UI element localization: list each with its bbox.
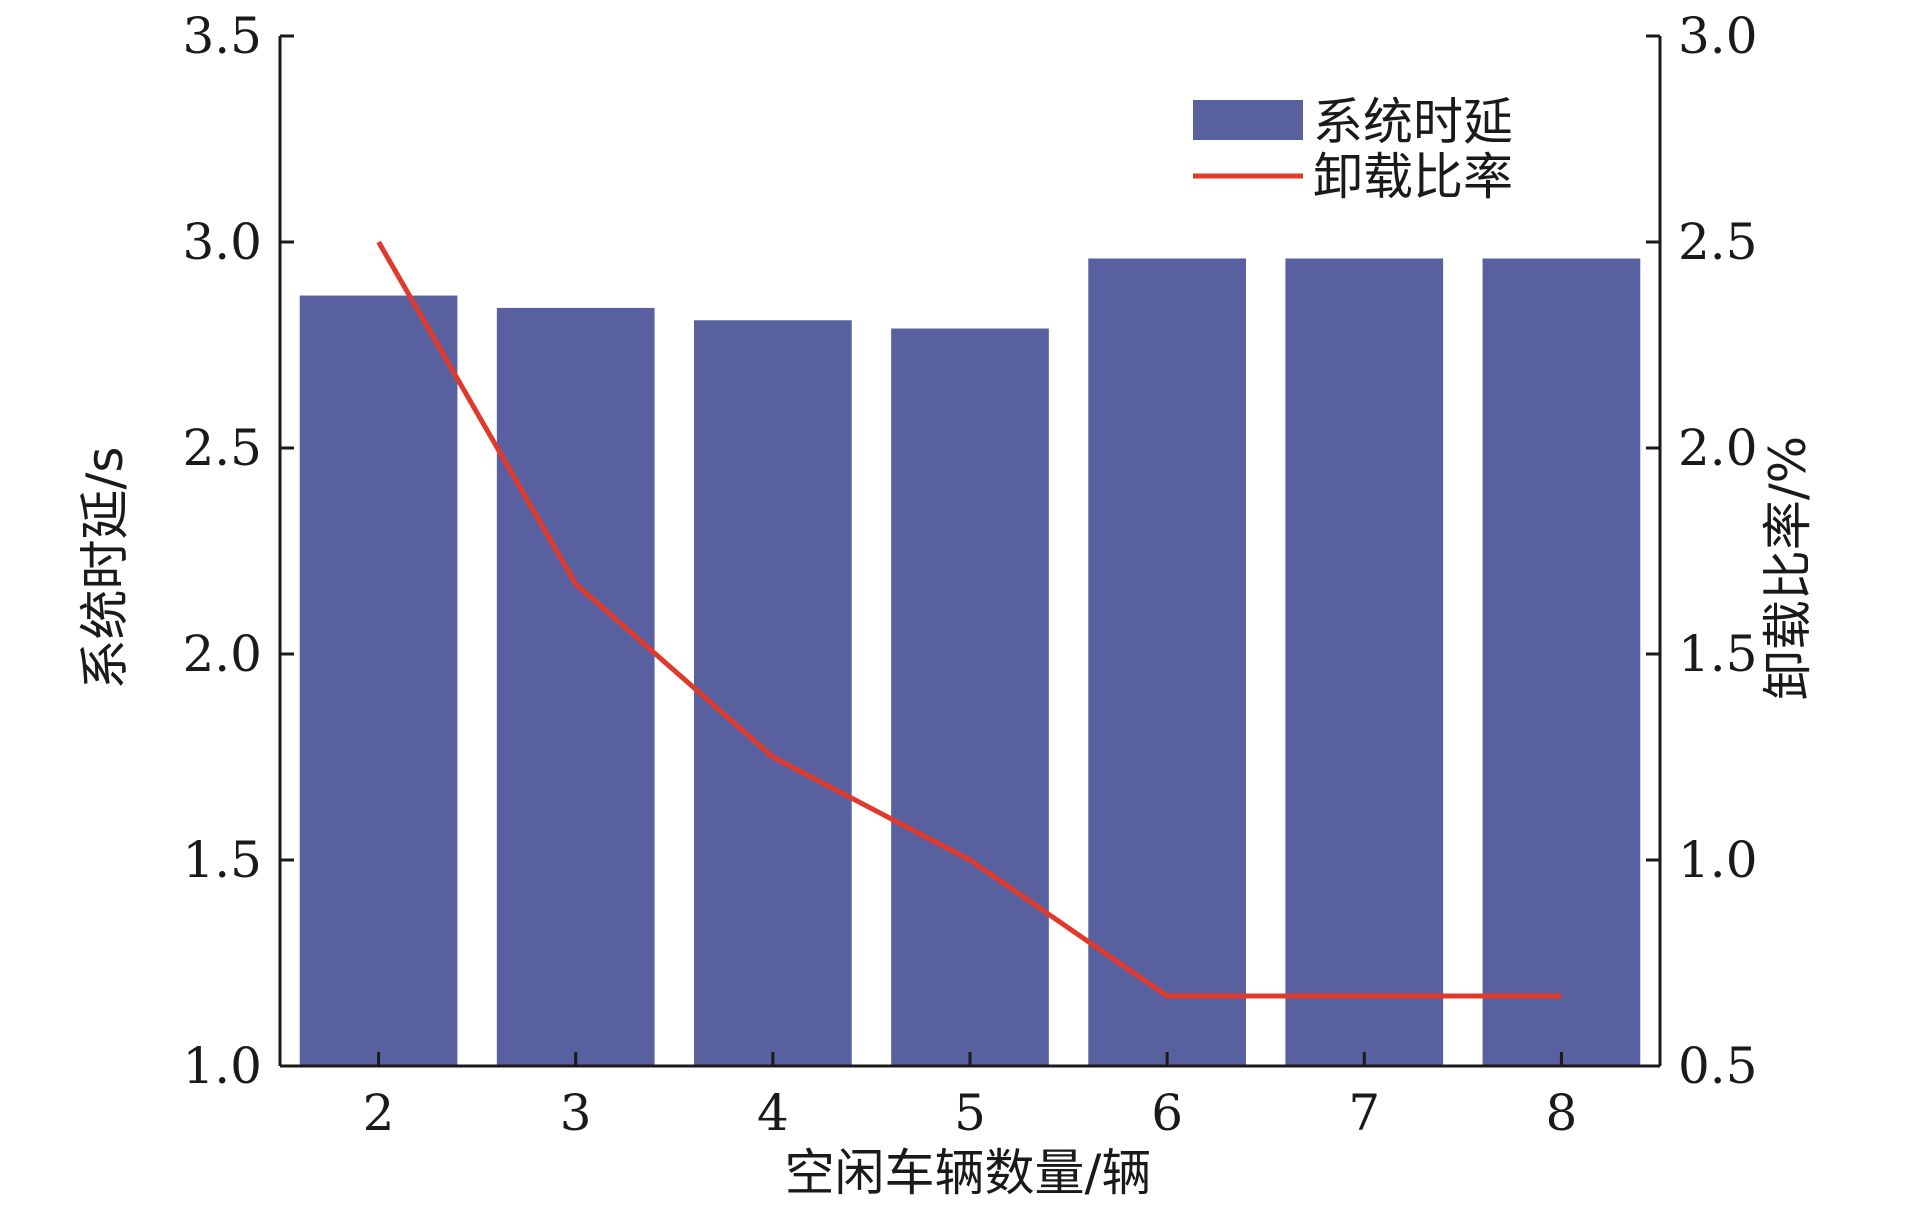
bar-7 xyxy=(1285,258,1444,1067)
x-tick-label: 7 xyxy=(1348,1084,1380,1142)
y-axis-title-left: 系统时延/s xyxy=(76,447,134,690)
y-tick-label-right: 2.5 xyxy=(1678,213,1758,271)
bar-5 xyxy=(891,328,1049,1066)
y-tick-label-right: 2.0 xyxy=(1678,419,1758,477)
y-tick-label-left: 3.0 xyxy=(182,213,262,271)
bar-3 xyxy=(496,307,655,1066)
bar-2 xyxy=(299,295,458,1066)
x-tick-label: 5 xyxy=(954,1084,986,1142)
x-tick-label: 3 xyxy=(560,1084,592,1142)
legend: 系统时延 卸载比率 xyxy=(1193,93,1513,206)
y-axis-title-right: 卸载比率/% xyxy=(1759,436,1817,700)
x-tick-label: 2 xyxy=(363,1084,395,1142)
y-tick-label-left: 2.0 xyxy=(182,625,262,683)
bar-6 xyxy=(1088,258,1246,1067)
y-tick-label-left: 1.0 xyxy=(182,1037,262,1095)
y-tick-label-right: 1.0 xyxy=(1678,831,1758,889)
y-tick-label-left: 1.5 xyxy=(182,831,262,889)
legend-label-line: 卸载比率 xyxy=(1313,148,1513,206)
ticks-layer: 1.0 1.5 2.0 2.5 3.0 3.5 0.5 1.0 1.5 2.0 2.5 3.0 2 3 4 5… xyxy=(182,7,1757,1142)
legend-label-bar: 系统时延 xyxy=(1313,93,1513,151)
bars-layer xyxy=(299,258,1641,1067)
y-tick-label-left: 2.5 xyxy=(182,419,262,477)
y-tick-label-left: 3.5 xyxy=(182,7,262,65)
x-tick-label: 8 xyxy=(1546,1084,1578,1142)
y-tick-label-right: 1.5 xyxy=(1678,625,1758,683)
legend-swatch-bar xyxy=(1193,100,1303,140)
x-tick-label: 4 xyxy=(757,1084,789,1142)
x-tick-label: 6 xyxy=(1151,1084,1183,1142)
bar-4 xyxy=(694,320,852,1066)
x-axis-title: 空闲车辆数量/辆 xyxy=(785,1144,1152,1202)
y-tick-label-right: 0.5 xyxy=(1678,1037,1758,1095)
line-layer xyxy=(376,240,1562,999)
bar-8 xyxy=(1482,258,1641,1067)
y-tick-label-right: 3.0 xyxy=(1678,7,1758,65)
